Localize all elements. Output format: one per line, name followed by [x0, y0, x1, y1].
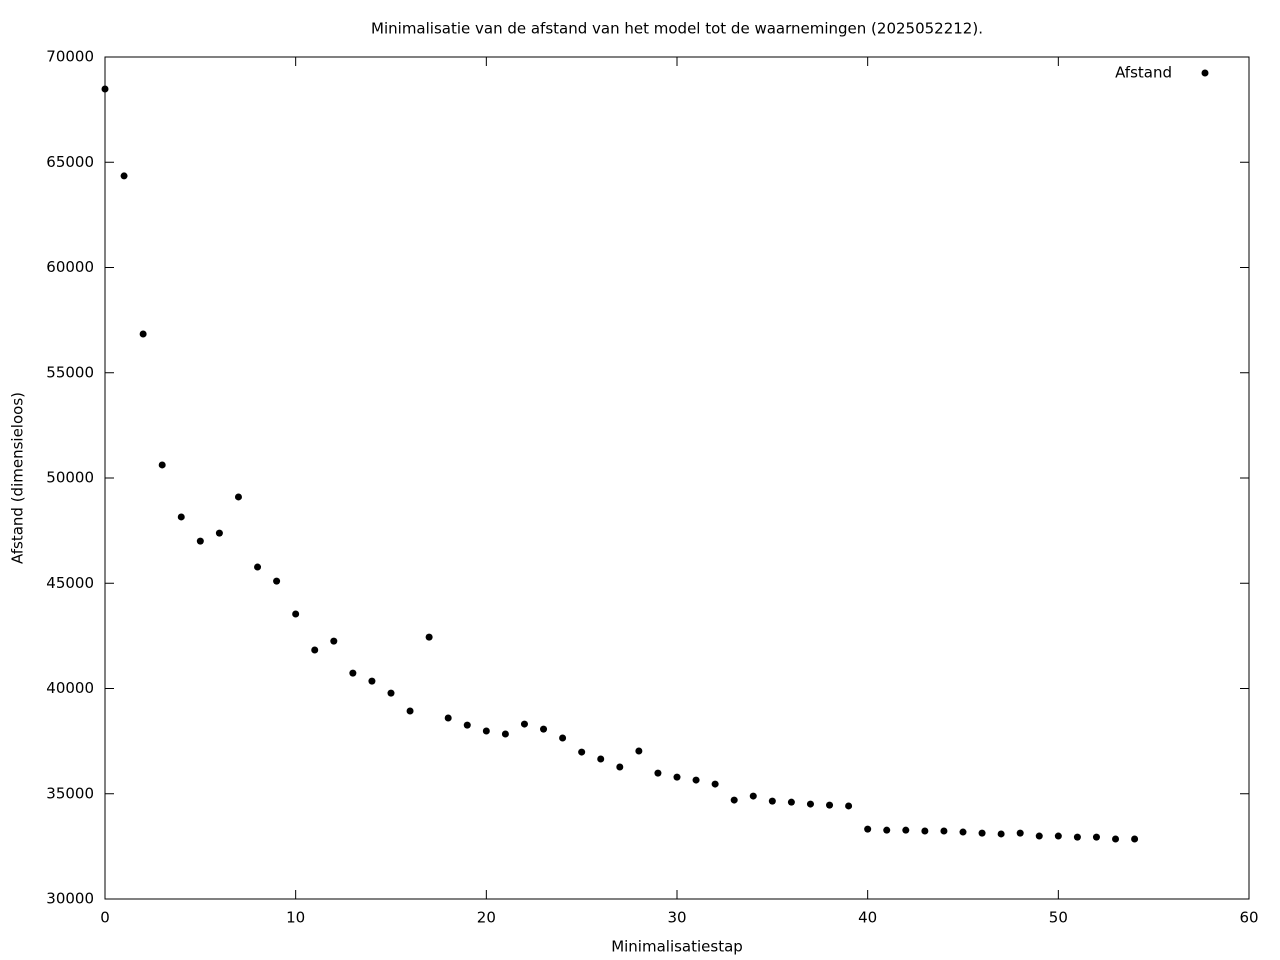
data-point: [1131, 835, 1139, 843]
data-point: [387, 689, 395, 697]
data-point: [597, 755, 605, 763]
data-point: [177, 513, 185, 521]
data-point: [463, 721, 471, 729]
data-point: [234, 493, 242, 501]
legend-label: Afstand: [1115, 64, 1172, 82]
data-point: [845, 802, 853, 810]
plot-frame: [104, 56, 1250, 900]
data-point: [1054, 832, 1062, 840]
data-point: [1073, 833, 1081, 841]
data-point: [692, 776, 700, 784]
data-point: [501, 730, 509, 738]
data-point: [273, 577, 281, 585]
data-point: [806, 800, 814, 808]
data-point: [959, 828, 967, 836]
data-point: [902, 826, 910, 834]
data-point: [1112, 835, 1120, 843]
x-tick-label: 60: [1239, 909, 1258, 927]
x-tick-label: 50: [1049, 909, 1068, 927]
y-tick-label: 40000: [46, 679, 94, 697]
data-point: [215, 529, 223, 537]
data-point: [254, 563, 262, 571]
data-point: [997, 830, 1005, 838]
y-tick-label: 45000: [46, 574, 94, 592]
data-point: [311, 646, 319, 654]
data-point: [921, 827, 929, 835]
data-point: [425, 633, 433, 641]
data-point: [635, 747, 643, 755]
x-tick-label: 40: [858, 909, 877, 927]
chart-title: Minimalisatie van de afstand van het mod…: [371, 20, 983, 38]
y-tick-label: 30000: [46, 890, 94, 908]
x-tick-label: 20: [477, 909, 496, 927]
y-tick-label: 35000: [46, 784, 94, 802]
data-point: [1016, 829, 1024, 837]
data-point: [1092, 833, 1100, 841]
y-tick-label: 65000: [46, 153, 94, 171]
data-point: [482, 727, 490, 735]
data-point: [158, 461, 166, 469]
data-point: [654, 769, 662, 777]
data-point: [101, 85, 109, 93]
data-point: [711, 780, 719, 788]
data-point: [864, 825, 872, 833]
data-point: [730, 796, 738, 804]
data-point: [196, 537, 204, 545]
data-point: [120, 172, 128, 180]
y-axis-label: Afstand (dimensieloos): [9, 392, 27, 564]
data-point: [139, 330, 147, 338]
y-tick-label: 50000: [46, 469, 94, 487]
data-point: [520, 720, 528, 728]
data-point: [978, 829, 986, 837]
data-point: [578, 748, 586, 756]
data-point: [292, 610, 300, 618]
data-point: [368, 677, 376, 685]
x-tick-label: 10: [286, 909, 305, 927]
data-point: [330, 637, 338, 645]
data-point: [883, 826, 891, 834]
data-point: [559, 734, 567, 742]
data-point: [406, 707, 414, 715]
x-tick-label: 30: [667, 909, 686, 927]
y-tick-label: 55000: [46, 363, 94, 381]
data-point: [1035, 832, 1043, 840]
data-point: [940, 827, 948, 835]
data-point: [768, 797, 776, 805]
y-tick-label: 70000: [46, 48, 94, 66]
data-point: [540, 725, 548, 733]
data-point: [749, 792, 757, 800]
data-point: [349, 669, 357, 677]
data-point: [673, 773, 681, 781]
data-point: [444, 714, 452, 722]
x-tick-label: 0: [100, 909, 110, 927]
data-point: [616, 763, 624, 771]
data-point: [787, 798, 795, 806]
legend-marker: [1201, 69, 1209, 77]
data-point: [826, 801, 834, 809]
x-axis-label: Minimalisatiestap: [611, 938, 743, 956]
y-tick-label: 60000: [46, 258, 94, 276]
